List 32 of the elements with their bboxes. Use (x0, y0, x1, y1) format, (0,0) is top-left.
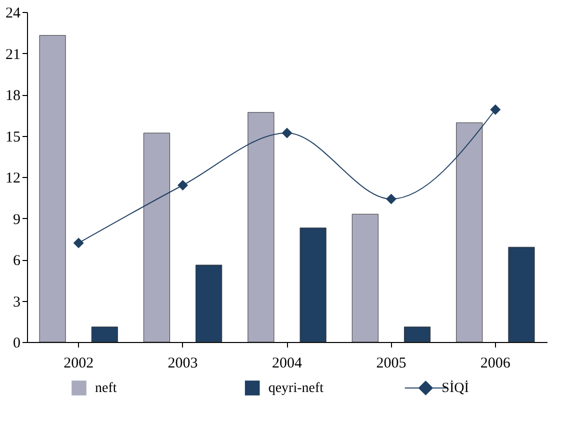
y-tick-label: 12 (6, 170, 20, 186)
legend-label: SİQİ (442, 380, 470, 396)
y-tick-label: 21 (6, 46, 20, 63)
bar (352, 214, 378, 342)
bar (143, 132, 170, 342)
y-tick-label: 15 (6, 129, 20, 146)
y-tick-label: 3 (13, 294, 20, 310)
x-tick-label: 2006 (480, 356, 511, 372)
legend-label: neft (95, 381, 117, 396)
bar (196, 264, 222, 342)
point (386, 194, 396, 204)
y-tick-label: 9 (13, 212, 20, 228)
y-tick-label: 24 (6, 6, 21, 22)
legend-label: qeyri-neft (268, 381, 324, 396)
point (490, 104, 501, 115)
x-tick-label: 2003 (168, 356, 198, 372)
bar (508, 246, 535, 342)
y-tick-label: 6 (13, 253, 21, 269)
y-tick-label: 0 (13, 336, 20, 352)
point (73, 238, 84, 248)
x-tick-label: 2004 (272, 356, 302, 372)
x-tick-label: 2002 (64, 356, 94, 372)
bar (456, 122, 483, 342)
bar (248, 112, 274, 342)
bar (404, 326, 431, 342)
point (282, 128, 292, 138)
y-tick-label: 18 (6, 88, 20, 104)
point (178, 180, 188, 190)
x-tick-label: 2005 (376, 356, 406, 372)
bar (91, 326, 118, 342)
bar (300, 228, 326, 342)
bar (39, 35, 66, 342)
